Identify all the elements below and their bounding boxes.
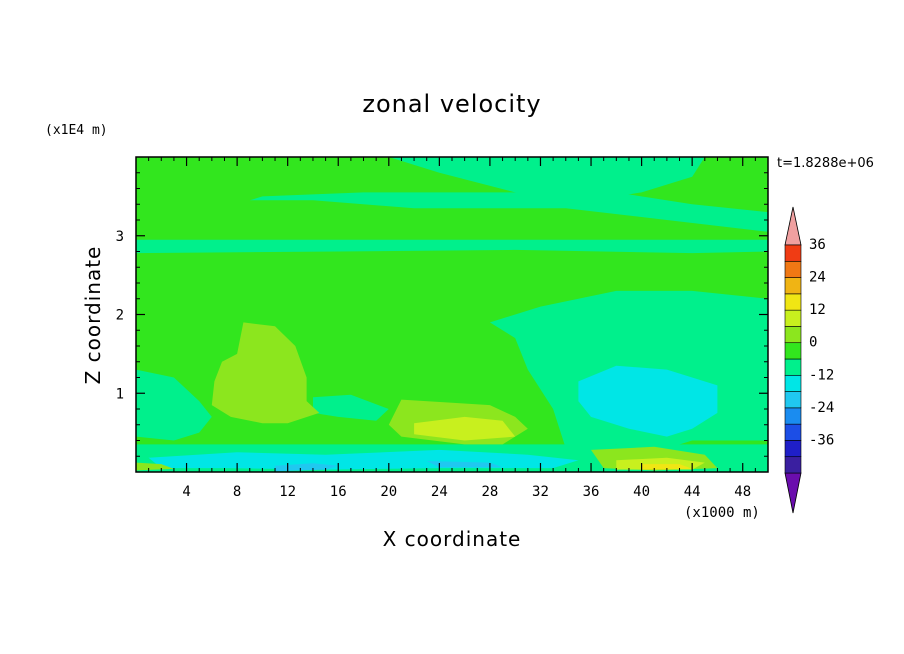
x-tick-label-0: 4 bbox=[182, 484, 190, 500]
colorbar-box bbox=[784, 293, 802, 311]
colorbar-box bbox=[784, 391, 802, 409]
plot-area bbox=[136, 157, 768, 472]
colorbar-label-2: 12 bbox=[809, 302, 826, 318]
colorbar-box bbox=[784, 260, 802, 278]
x-tick-label-11: 48 bbox=[734, 484, 751, 500]
colorbar-box bbox=[784, 440, 802, 458]
x-tick-label-5: 24 bbox=[431, 484, 448, 500]
x-tick-label-6: 28 bbox=[481, 484, 498, 500]
x-tick-label-1: 8 bbox=[233, 484, 241, 500]
colorbar-box bbox=[784, 277, 802, 295]
colorbar-label-4: -12 bbox=[809, 367, 834, 383]
colorbar-box bbox=[784, 423, 802, 441]
colorbar-box bbox=[784, 342, 802, 360]
contour-region-1 bbox=[136, 157, 705, 201]
contour-region-15 bbox=[136, 462, 174, 471]
x-tick-label-2: 12 bbox=[279, 484, 296, 500]
x-tick-label-4: 20 bbox=[380, 484, 397, 500]
contour-region-3 bbox=[136, 239, 768, 254]
colorbar-box bbox=[784, 326, 802, 344]
time-label: t=1.8288e+06 bbox=[777, 156, 874, 171]
contour-region-10 bbox=[275, 463, 339, 472]
contour-region-6 bbox=[313, 394, 389, 421]
colorbar-box bbox=[784, 358, 802, 376]
colorbar-box bbox=[784, 244, 802, 262]
chart-title: zonal velocity bbox=[362, 90, 541, 118]
contour-region-11 bbox=[426, 461, 503, 468]
x-tick-label-8: 36 bbox=[583, 484, 600, 500]
contour-region-2 bbox=[249, 192, 768, 232]
colorbar-label-3: 0 bbox=[809, 335, 817, 351]
x-tick-label-3: 16 bbox=[330, 484, 347, 500]
contour-region-8 bbox=[578, 365, 718, 437]
y-tick-label-2: 3 bbox=[116, 229, 124, 245]
colorbar-box bbox=[784, 309, 802, 327]
colorbar-max-triangle bbox=[784, 206, 802, 246]
y-tick-label-1: 2 bbox=[116, 308, 124, 324]
colorbar: 36 24 12 0 -12 -24 -36 bbox=[784, 206, 834, 514]
x-axis-label: X coordinate bbox=[383, 527, 522, 551]
colorbar-label-5: -24 bbox=[809, 400, 834, 416]
y-axis-label: Z coordinate bbox=[81, 246, 105, 385]
y-unit-label: (x1E4 m) bbox=[45, 123, 108, 138]
x-unit-label: (x1000 m) bbox=[684, 505, 760, 521]
colorbar-label-6: -36 bbox=[809, 432, 834, 448]
x-tick-label-9: 40 bbox=[633, 484, 650, 500]
colorbar-box bbox=[784, 407, 802, 425]
y-tick-label-0: 1 bbox=[116, 386, 124, 402]
x-tick-label-10: 44 bbox=[684, 484, 701, 500]
colorbar-box bbox=[784, 456, 802, 474]
contour-region-5 bbox=[136, 369, 212, 441]
contour-region-16 bbox=[414, 416, 516, 441]
colorbar-box bbox=[784, 374, 802, 392]
x-tick-label-7: 32 bbox=[532, 484, 549, 500]
contour-region-12 bbox=[211, 322, 320, 424]
colorbar-label-0: 36 bbox=[809, 237, 826, 253]
colorbar-label-1: 24 bbox=[809, 270, 826, 286]
colorbar-min-triangle bbox=[784, 472, 802, 514]
